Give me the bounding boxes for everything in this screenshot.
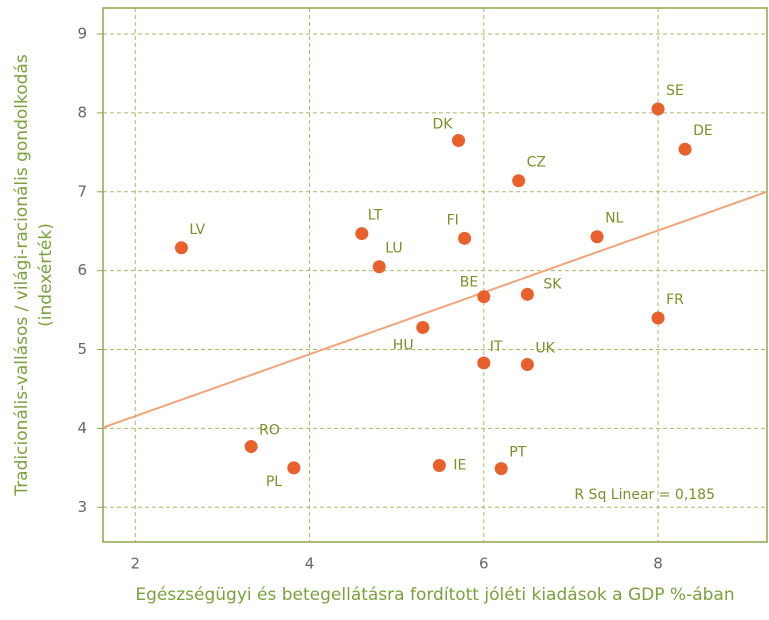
y-axis-label: Tradicionális-vallásos / világi-racionál… <box>12 54 32 497</box>
x-tick-label: 4 <box>305 555 315 573</box>
point-label: LU <box>385 241 402 257</box>
point <box>477 356 491 370</box>
fit-line <box>102 190 768 429</box>
point-label: LV <box>189 222 205 238</box>
point <box>372 260 386 274</box>
point-label: FI <box>447 212 459 228</box>
point-label: FR <box>666 292 684 308</box>
y-tick-label: 5 <box>77 340 87 358</box>
point-label: UK <box>535 341 555 357</box>
x-tick-label: 8 <box>653 555 663 573</box>
y-tick-label: 9 <box>77 25 87 43</box>
point-label: CZ <box>527 155 546 171</box>
x-axis-label: Egészségügyi és betegellátásra fordított… <box>135 585 734 605</box>
plot-frame <box>102 7 768 543</box>
y-tick-label: 7 <box>77 182 87 200</box>
x-tick-label: 2 <box>130 555 140 573</box>
x-tick-label: 6 <box>479 555 489 573</box>
y-tick-label: 3 <box>77 498 87 516</box>
point-label: BE <box>460 275 478 291</box>
point-label: DE <box>693 123 713 139</box>
point <box>494 462 508 476</box>
point-label: IE <box>453 457 466 473</box>
point <box>244 440 258 454</box>
point <box>355 227 369 241</box>
y-tick-label: 6 <box>77 261 87 279</box>
point-label: DK <box>433 117 454 133</box>
point <box>651 102 665 116</box>
y-axis-label: (indexérték) <box>36 223 56 327</box>
point-label: LT <box>368 208 383 224</box>
point <box>416 320 430 334</box>
point <box>651 311 665 325</box>
point-label: PT <box>509 445 526 461</box>
point <box>520 287 534 301</box>
point <box>174 241 188 255</box>
point <box>590 230 604 244</box>
point <box>520 358 534 372</box>
point <box>477 290 491 304</box>
point-label: IT <box>490 339 503 355</box>
point-label: SE <box>666 83 684 99</box>
point-label: HU <box>393 337 414 353</box>
point-label: RO <box>259 423 280 439</box>
point-label: NL <box>605 211 623 227</box>
y-tick-label: 4 <box>77 419 87 437</box>
point <box>512 174 526 188</box>
annotation: R Sq Linear = 0,185 <box>574 487 715 503</box>
point <box>678 142 692 156</box>
point-label: PL <box>266 474 282 490</box>
y-tick-label: 8 <box>77 103 87 121</box>
point <box>452 134 466 148</box>
point-label: SK <box>543 276 562 292</box>
point <box>287 461 301 475</box>
point <box>432 458 446 472</box>
point <box>458 231 472 245</box>
